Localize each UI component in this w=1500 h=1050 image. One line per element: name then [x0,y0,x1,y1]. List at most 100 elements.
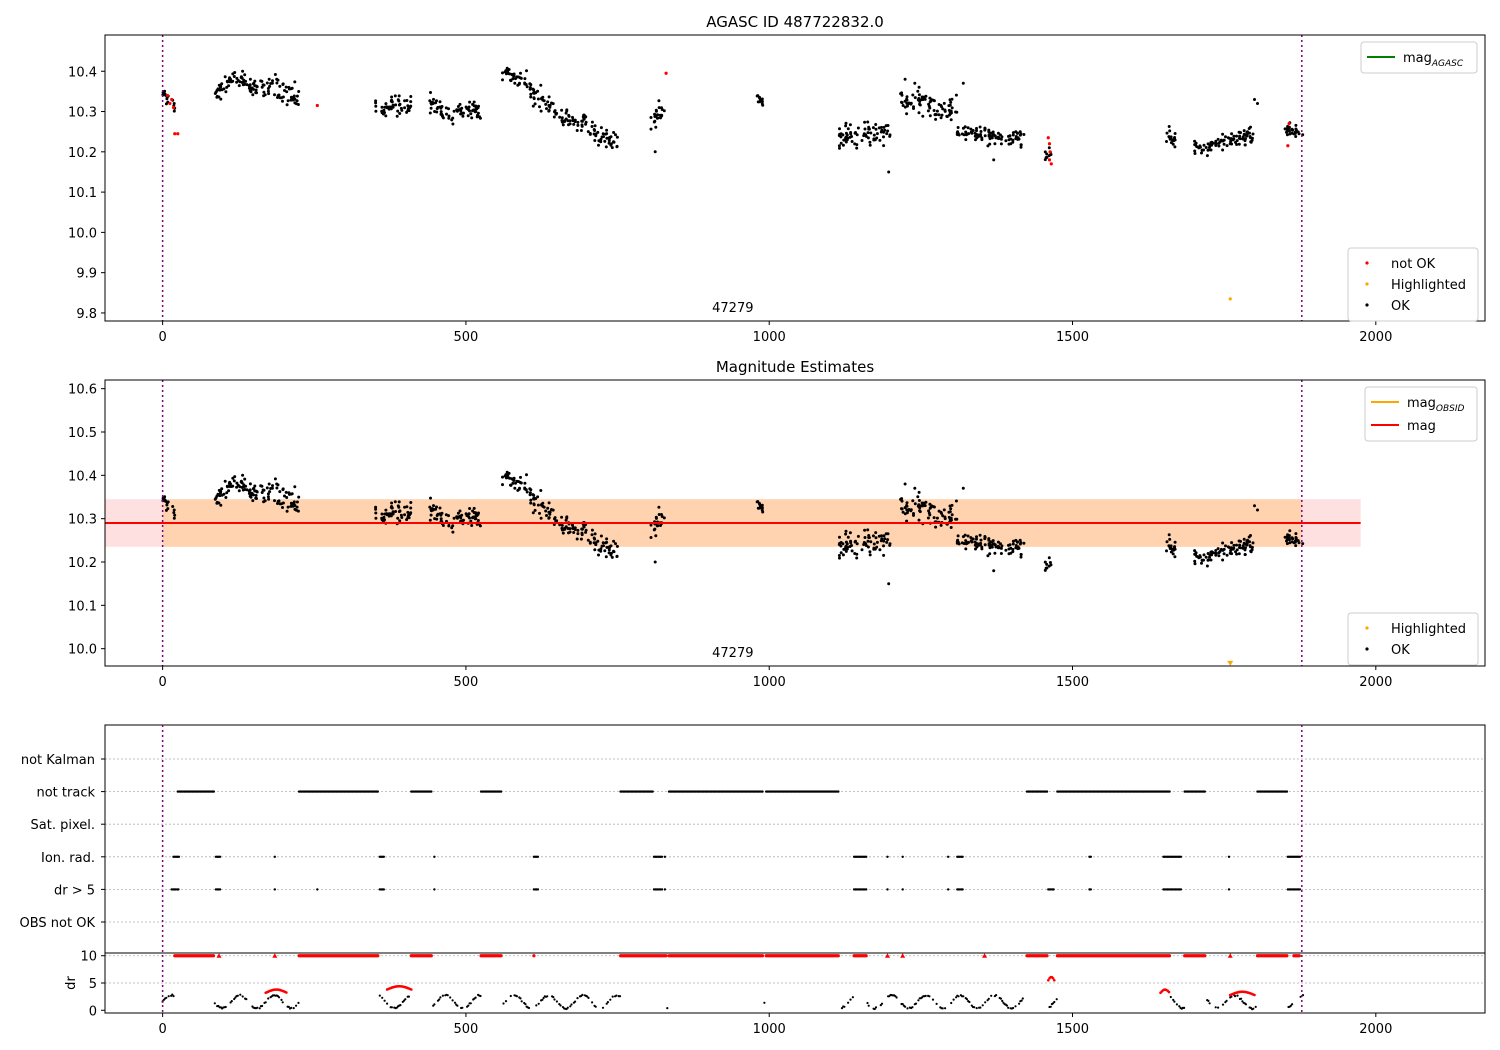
ok-point [374,104,378,108]
ok-point [900,497,904,501]
ok-point [863,536,867,539]
ok-point [560,116,564,120]
ok-point [409,95,413,98]
flag-row-label: not Kalman [21,753,95,768]
ok-point [247,492,251,495]
ok-point [1193,152,1197,155]
ok-point [849,131,853,134]
ok-point [518,81,521,85]
ok-point [1301,542,1305,546]
dr-point [981,1004,984,1007]
ok-point [662,516,666,520]
panel-magnitude-estimates: Magnitude Estimates 47279 0 500 1000 1500 2000… [68,358,1486,690]
ok-point [880,125,883,129]
flag-point [212,790,215,793]
ok-point [285,509,289,513]
ok-point [538,105,541,109]
ok-point [281,99,284,103]
ok-point [756,500,760,504]
ok-point [1007,543,1010,547]
ok-point [459,516,463,520]
ok-point [374,505,378,509]
ok-point [576,532,580,536]
ok-point [518,76,522,80]
flag-point [1089,855,1093,858]
ok-point [874,127,878,131]
not-ok-point [171,105,176,110]
ok-point [456,511,460,515]
ok-point [928,106,932,110]
ok-point [1294,135,1298,138]
ok-point [165,97,169,101]
legend-label: mag [1407,419,1436,434]
ok-point [458,509,462,513]
ok-point [992,542,996,546]
ok-point [592,132,596,136]
flag-point [865,888,868,891]
ok-point [1011,131,1015,135]
ok-point [1228,142,1232,146]
ok-point [219,491,222,495]
dr-capped-marker [216,953,222,958]
y-tick-label: 10.5 [68,426,97,441]
ok-point [1256,102,1259,105]
ok-point [547,501,551,505]
not-ok-point [1046,136,1050,140]
ok-point [854,131,857,134]
ok-point [1202,553,1206,557]
ok-point [601,132,605,136]
ok-point [903,77,907,81]
ok-point [539,83,543,87]
ok-point [874,536,878,540]
ok-point [1237,142,1241,146]
ok-point [987,537,991,541]
ok-point [468,100,472,104]
ok-point [605,537,609,541]
ok-point [992,133,996,137]
ok-point [260,85,264,89]
ok-point [838,556,841,560]
dr-point [509,994,512,998]
ok-point [441,116,445,120]
ok-point [756,100,760,104]
ok-point [856,126,860,130]
flag-point [382,855,385,858]
ok-point [1283,127,1287,131]
ok-point [1019,143,1023,147]
dr-point [233,997,236,1001]
flag-point [177,855,181,858]
ok-point [1243,553,1247,557]
dr-point [601,1006,605,1009]
ok-point [1244,546,1247,550]
not-ok-point [1287,122,1291,126]
ok-point [580,527,584,531]
ok-point [461,114,465,118]
ok-point [565,108,569,112]
dr-capped-point [664,954,668,958]
y-tick-label: 9.8 [76,307,97,322]
ok-point [249,495,253,499]
ok-point [1014,544,1018,547]
ok-point [218,88,222,92]
ok-point [225,85,229,89]
ok-point [237,489,241,493]
ok-point [528,493,532,497]
ok-point [532,493,536,497]
ok-point [1237,546,1241,549]
flag-point [961,888,964,891]
ok-point [232,479,236,483]
ok-point [409,506,413,510]
dr-point [502,1002,505,1005]
ok-point [605,545,609,549]
ok-point [609,135,613,139]
ok-point [1216,547,1220,551]
ok-point [1222,142,1226,146]
ok-point [276,502,279,505]
ok-point [224,496,228,499]
ok-point [546,100,550,104]
ok-point [215,94,219,98]
ok-point [1247,535,1251,539]
ok-point [474,104,478,108]
ok-point [916,98,920,102]
ok-point [435,99,438,103]
